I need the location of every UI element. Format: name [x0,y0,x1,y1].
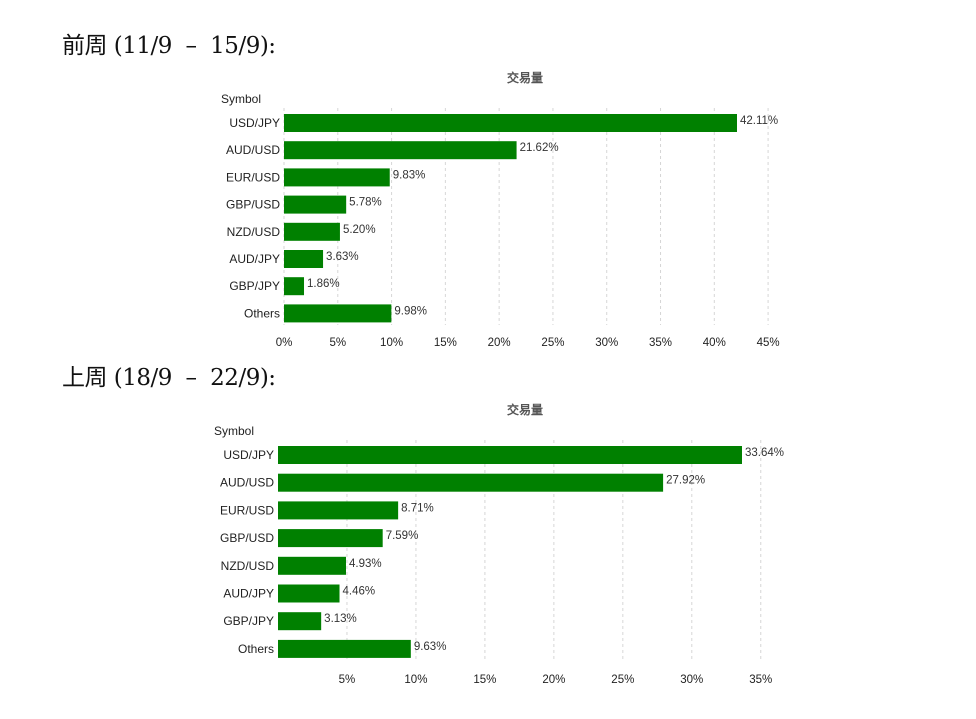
chart1-x-tick-label: 25% [541,337,564,349]
chart2-x-tick-label: 5% [339,674,356,686]
chart1-bar [284,114,737,132]
chart2-category-label: GBP/USD [220,531,274,545]
chart1-x-tick-label: 10% [380,337,403,349]
chart2-category-label: GBP/JPY [223,614,274,628]
chart2-x-tick-label: 25% [611,674,634,686]
chart2-bar [278,446,742,464]
chart1-x-tick-label: 30% [595,337,618,349]
chart2-category-label: EUR/USD [220,503,274,517]
chart2-title: 交易量 [507,402,543,417]
chart1-data-label: 5.20% [343,224,376,236]
chart1-bar [284,250,324,268]
chart2-category-label: USD/JPY [223,448,274,462]
chart1-y-axis-label: Symbol [221,92,261,106]
chart2-data-label: 4.46% [343,586,376,598]
chart2-bar [278,584,340,603]
chart2-data-label: 3.13% [324,613,357,625]
chart2-data-label: 8.71% [401,502,434,514]
chart1-bar [284,168,390,187]
chart1-bar [284,304,392,323]
chart2-category-label: NZD/USD [221,559,275,573]
chart1-bar [284,141,517,160]
chart2-data-label: 33.64% [745,447,784,459]
chart2-bar [278,529,383,548]
chart2-data-label: 9.63% [414,641,447,653]
chart2-category-label: Others [238,642,274,656]
chart1-bar [284,195,347,214]
chart2-bar [278,473,664,492]
chart1-category-label: AUD/JPY [229,252,280,266]
chart2-x-tick-label: 35% [749,674,772,686]
chart1-data-label: 42.11% [740,115,778,127]
chart1-category-label: USD/JPY [229,116,280,130]
chart1-bar [284,222,340,241]
chart2-data-label: 4.93% [349,558,382,570]
chart2-x-tick-label: 30% [680,674,703,686]
chart2-bar [278,556,346,575]
chart1-category-label: Others [244,306,280,320]
chart2-x-tick-label: 20% [542,674,565,686]
chart1-x-tick-label: 0% [276,337,293,349]
chart2-x-tick-label: 10% [404,674,427,686]
chart1-data-label: 21.62% [520,142,559,154]
chart1-x-tick-label: 45% [757,337,780,349]
chart1-bar [284,277,305,296]
chart2-category-label: AUD/USD [220,476,274,490]
chart1-data-label: 9.83% [393,169,426,181]
chart1-category-label: EUR/USD [226,170,280,184]
chart1-data-label: 5.78% [349,197,382,209]
chart2-bar [278,639,411,658]
chart1-category-label: GBP/JPY [229,279,280,293]
chart1-x-tick-label: 40% [703,337,726,349]
chart2-x-tick-label: 15% [473,674,496,686]
chart1-data-label: 1.86% [307,278,340,290]
chart1-category-label: AUD/USD [226,143,280,157]
chart2-category-label: AUD/JPY [223,587,274,601]
chart1-x-tick-label: 35% [649,337,672,349]
chart1-x-tick-label: 5% [329,337,346,349]
chart1-x-tick-label: 20% [488,337,511,349]
page-heading-last-week: 上周 (18/9 – 22/9): [62,365,276,391]
chart2-bar [278,501,399,520]
chart1-category-label: NZD/USD [227,225,281,239]
chart2-data-label: 27.92% [666,475,705,487]
page-heading-previous-week: 前周 (11/9 – 15/9): [62,33,276,59]
chart1-x-tick-label: 15% [434,337,457,349]
chart2-data-label: 7.59% [386,530,419,542]
chart2-y-axis-label: Symbol [214,424,254,438]
chart1-data-label: 9.98% [394,305,427,317]
chart2-bar [278,612,322,631]
chart1-title: 交易量 [507,70,543,85]
chart1-data-label: 3.63% [326,251,359,263]
chart1-category-label: GBP/USD [226,198,280,212]
